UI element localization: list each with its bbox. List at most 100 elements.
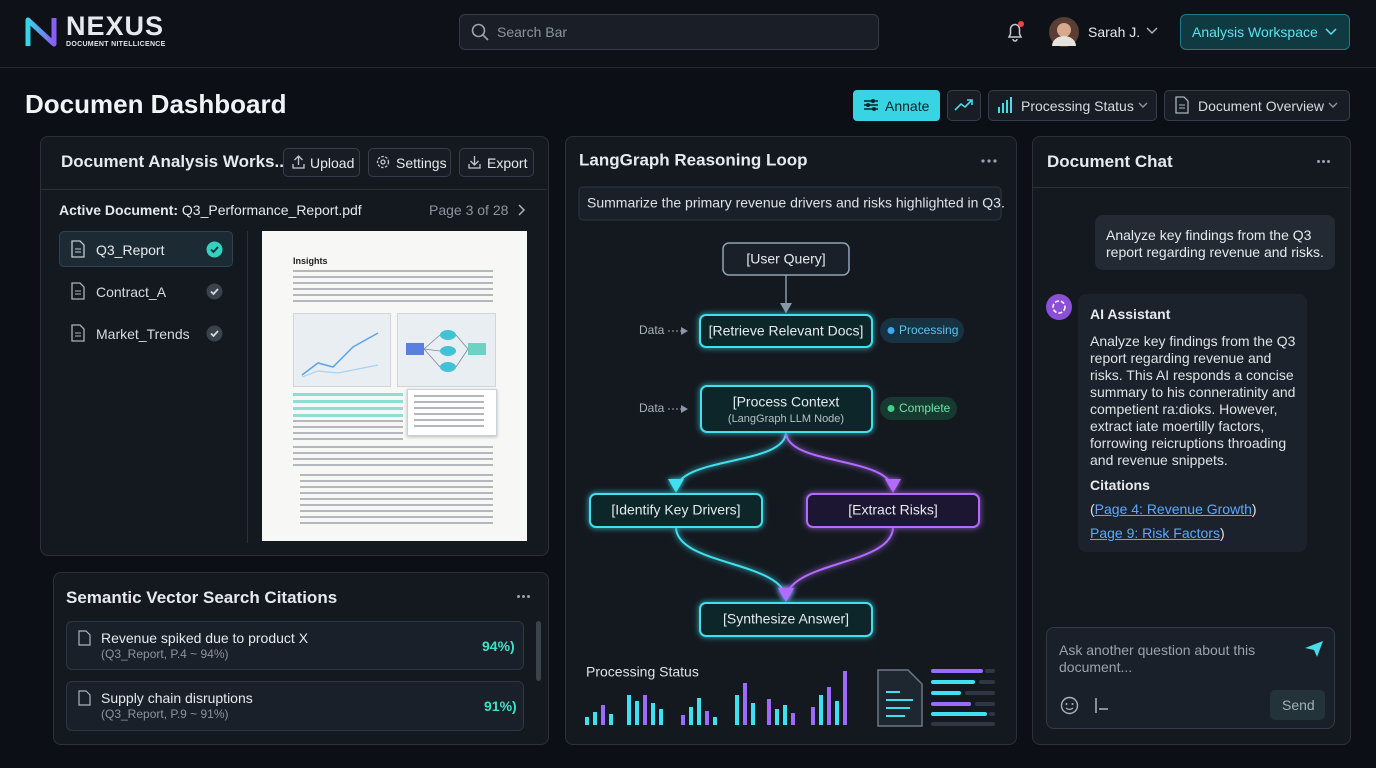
activity-bar [751, 703, 755, 725]
activity-bar [697, 698, 701, 725]
user-bubble [1095, 215, 1335, 270]
active-label: Active Document: [59, 202, 179, 218]
citation-link-row: (Page 4: Revenue Growth) [1090, 502, 1257, 516]
node-label: [User Query] [746, 251, 825, 267]
check-icon [206, 283, 223, 300]
punctuation: ) [1251, 501, 1257, 517]
activity-bar [635, 701, 639, 725]
menu-dot[interactable] [993, 159, 997, 163]
input-label: Data [639, 401, 665, 415]
activity-bar [827, 687, 831, 725]
edge [668, 431, 787, 493]
node[interactable] [700, 385, 873, 433]
workspace-button[interactable] [1180, 14, 1350, 50]
citation-item[interactable] [66, 681, 524, 731]
node[interactable] [589, 493, 763, 528]
status-label: Processing Status [586, 664, 699, 680]
doc-icon-lines [886, 691, 913, 717]
activity-bar [643, 695, 647, 725]
status-text: Processing [899, 323, 958, 337]
selected-file[interactable] [59, 231, 233, 267]
user-name[interactable]: Sarah J. [1088, 24, 1141, 40]
activity-bar [651, 703, 655, 725]
activity-bar [835, 701, 839, 725]
activity-bar [659, 709, 663, 725]
status-badge [880, 397, 957, 420]
workspace-label[interactable]: Analysis Workspace [1192, 24, 1318, 40]
node[interactable] [722, 242, 850, 276]
check-icon [206, 325, 223, 342]
node-sublabel: (LangGraph LLM Node) [728, 413, 844, 425]
preview-text [293, 420, 403, 440]
file-name[interactable]: Market_Trends [96, 326, 190, 342]
menu-dot[interactable] [527, 595, 530, 598]
citation-link[interactable]: Page 9: Risk Factors [1090, 525, 1220, 541]
processing-status-label[interactable]: Processing Status [1021, 98, 1134, 114]
send-icon[interactable] [1304, 640, 1324, 658]
send-button[interactable] [1270, 690, 1325, 720]
file-icon [78, 630, 91, 646]
file-icon [71, 324, 85, 342]
citation-link[interactable]: Page 4: Revenue Growth [1094, 501, 1252, 517]
activity-bar [735, 695, 739, 725]
node[interactable] [699, 602, 873, 637]
page-indicator: Page 3 of 28 [429, 202, 509, 218]
status-dot [887, 327, 895, 334]
attach-button[interactable] [1094, 697, 1110, 714]
preview-text [300, 474, 493, 524]
punctuation: ) [1219, 525, 1225, 541]
menu-dot[interactable] [1322, 160, 1325, 163]
node[interactable] [806, 493, 980, 528]
file-name[interactable]: Q3_Report [96, 242, 165, 258]
activity-bar [593, 712, 597, 725]
emoji-button[interactable] [1060, 696, 1079, 715]
menu-dot[interactable] [1327, 160, 1330, 163]
preview-highlight [293, 393, 403, 417]
logo-tagline: DOCUMENT NITELLICENCE [66, 41, 166, 48]
notification-bell[interactable] [1005, 20, 1027, 44]
menu-dot[interactable] [522, 595, 525, 598]
send-label[interactable]: Send [1282, 697, 1315, 713]
bars-icon [998, 97, 1012, 113]
activity-bar [843, 671, 847, 725]
menu-dot[interactable] [981, 159, 985, 163]
preview-diagram-shapes [406, 330, 486, 372]
upload-label[interactable]: Upload [310, 155, 355, 171]
annotate-label[interactable]: Annate [885, 98, 930, 114]
active-file: Q3_Performance_Report.pdf [181, 202, 362, 218]
activity-bar [705, 711, 709, 725]
assistant-bubble [1078, 294, 1307, 552]
logo-icon [25, 17, 57, 47]
node-label: [Synthesize Answer] [723, 611, 849, 627]
user-avatar[interactable] [1048, 16, 1080, 48]
settings-label[interactable]: Settings [396, 155, 447, 171]
export-icon [468, 156, 481, 169]
node[interactable] [699, 314, 873, 348]
input-label: Data [639, 323, 665, 337]
activity-bar [811, 707, 815, 725]
citation-item[interactable] [66, 621, 524, 670]
upload-button[interactable] [283, 148, 360, 177]
document-overview-button[interactable] [1164, 90, 1350, 121]
next-page[interactable] [518, 204, 526, 216]
menu-dot[interactable] [1317, 160, 1320, 163]
file-name[interactable]: Contract_A [96, 284, 167, 300]
panel-title: LangGraph Reasoning Loop [579, 150, 808, 169]
search-bar[interactable] [459, 14, 879, 50]
preview-text [293, 446, 493, 468]
menu-dot[interactable] [987, 159, 991, 163]
activity-bar [743, 683, 747, 725]
divider [1033, 187, 1349, 188]
search-placeholder: Search Bar [497, 24, 568, 40]
settings-button[interactable] [368, 148, 451, 177]
document-overview-label[interactable]: Document Overview [1198, 98, 1325, 114]
activity-bar [585, 717, 589, 725]
file-icon [78, 690, 91, 706]
export-label[interactable]: Export [487, 155, 528, 171]
processing-status-button[interactable] [988, 90, 1157, 121]
scrollbar[interactable] [536, 621, 541, 681]
menu-dot[interactable] [517, 595, 520, 598]
citation-source: (Q3_Report, P.4 ~ 94%) [101, 647, 229, 661]
node-label: [Retrieve Relevant Docs] [709, 323, 864, 339]
